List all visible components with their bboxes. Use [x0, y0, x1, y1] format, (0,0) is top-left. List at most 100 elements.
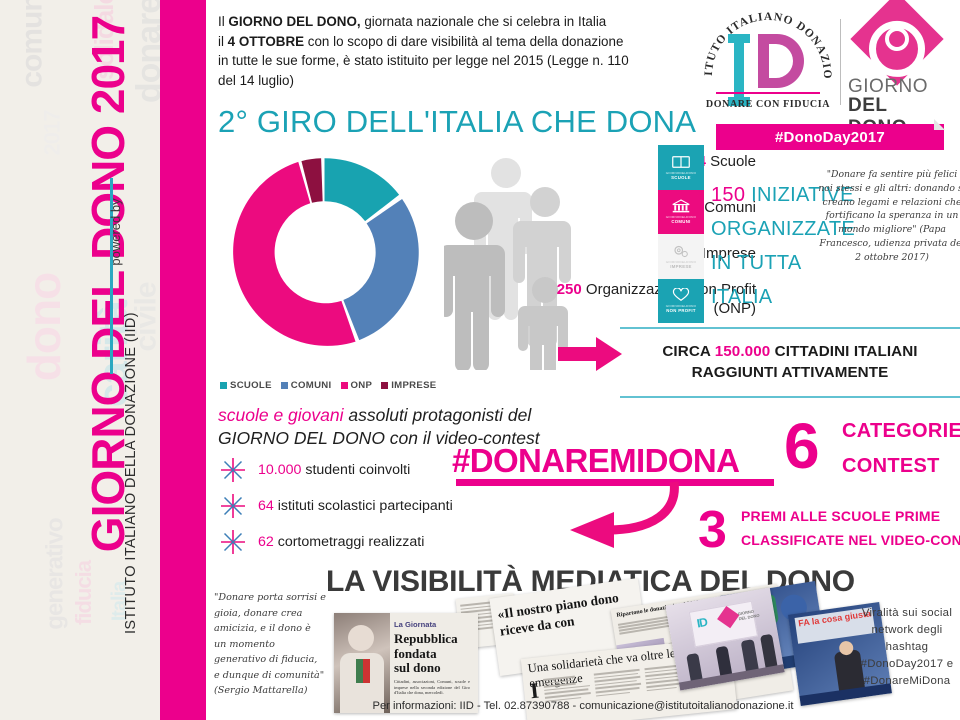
footer-contact-info: Per informazioni: IID - Tel. 02.87390788… [372, 700, 794, 712]
stat-onp-value: 250 [556, 281, 582, 298]
intro-line2-bold: 4 OTTOBRE [227, 33, 305, 49]
asterisk-star-icon [220, 457, 246, 483]
ribbon-fold-icon [934, 119, 945, 130]
bullet-text-0: 10.000 studenti coinvolti [258, 462, 410, 478]
book-icon [672, 155, 690, 169]
circa-post: CITTADINI ITALIANI [770, 343, 918, 360]
legend-item-scuole: SCUOLE [220, 380, 272, 391]
intro-line4: del 14 luglio) [218, 72, 294, 88]
intro-line1-bold: GIORNO DEL DONO, [228, 14, 361, 29]
premi-line1: PREMI ALLE SCUOLE PRIME [741, 508, 941, 524]
bullet-label-2: cortometraggi realizzati [273, 534, 425, 550]
gdd-logo-line1: GIORNO [848, 76, 929, 97]
viralita-text: Viralità sui social network degli hashta… [860, 607, 954, 687]
circa-number: 150.000 [714, 343, 771, 360]
quote-papa-francesco: "Donare fa sentire più felici noi stessi… [818, 169, 960, 263]
badge-comuni-name: COMUNI [671, 219, 691, 225]
left-banner: comunità solidale donare dono carità civ… [0, 0, 160, 720]
diamond-ring-icon [850, 0, 944, 89]
bullet-value-0: 10.000 [258, 462, 302, 478]
badge-nonprofit-sub: GIORNODELDONO [665, 304, 697, 309]
section-headline: 2° GIRO DELL'ITALIA CHE DONA [218, 104, 697, 139]
gears-icon [672, 244, 690, 258]
participants-donut-chart: SCUOLE COMUNI ONP IMPRESE [212, 150, 440, 410]
clipping-body: Cittadini, associazioni, Comuni, scuole … [394, 679, 470, 696]
iid-tagline: DONARE CON FIDUCIA [705, 99, 831, 110]
citizens-reached-banner: CIRCA 150.000 CITTADINI ITALIANI RAGGIUN… [620, 341, 960, 383]
scuole-giovani-line2: GIORNO DEL DONO con il video-contest [218, 428, 540, 448]
organization-name: ISTITUTO ITALIANO DELLA DONAZIONE (IID) [123, 311, 139, 635]
contest-bullet-list: 10.000 studenti coinvolti 64 istituti sc… [220, 452, 650, 560]
list-item: 62 cortometraggi realizzati [220, 524, 650, 560]
asterisk-star-icon [220, 529, 246, 555]
iniziative-line3: IN TUTTA ITALIA [711, 252, 801, 308]
logo-block: ISTITUTO ITALIANO DONAZIONE DONARE CON F… [698, 0, 950, 156]
clipping-headline-l3: sul dono [394, 660, 441, 675]
donut-graphic [222, 150, 427, 355]
divider-top [620, 327, 960, 329]
legend-label-scuole: SCUOLE [230, 380, 272, 391]
scuole-giovani-line: scuole e giovani assoluti protagonisti d… [218, 404, 638, 450]
iniziative-line2: ORGANIZZATE [711, 218, 856, 240]
hashtag-donaremidona: #DONAREMIDONA [452, 442, 740, 479]
clipping-photo [334, 613, 390, 713]
bullet-text-1: 64 istituti scolastici partecipanti [258, 498, 453, 514]
powered-by-label: powered by [108, 198, 123, 266]
badge-scuole: GIORNODELDONO SCUOLE [658, 145, 704, 190]
giorno-del-dono-logo: GIORNO DEL DONO [848, 0, 948, 138]
stage-photo: ID GIORNO DEL DONO [665, 587, 785, 691]
intro-line2-a: il [218, 33, 228, 49]
badge-imprese-name: IMPRESE [670, 263, 692, 269]
list-item: 64 istituti scolastici partecipanti [220, 488, 650, 524]
categorie-label: CATEGORIE [842, 420, 960, 442]
quote-sergio-mattarella: "Donare porta sorrisi e gioia, donare cr… [214, 592, 326, 696]
hashtag-banner-label: #DonoDay2017 [775, 128, 885, 146]
title-divider [110, 178, 113, 374]
iid-logo: ISTITUTO ITALIANO DONAZIONE DONARE CON F… [698, 1, 838, 118]
intro-line1-c: giornata nazionale che si celebra in Ita… [360, 14, 607, 29]
legend-label-imprese: IMPRESE [391, 380, 437, 391]
legend-item-comuni: COMUNI [280, 380, 332, 391]
arrow-right-icon [558, 336, 624, 372]
scuole-giovani-rest: assoluti protagonisti del [343, 405, 532, 425]
badge-nonprofit-name: NON PROFIT [666, 308, 696, 314]
clipping-headline-l2: fondata [394, 645, 437, 661]
stat-comuni-label: Comuni [700, 199, 756, 216]
circa-pre: CIRCA [662, 343, 715, 360]
circa-line2: RAGGIUNTI ATTIVAMENTE [691, 364, 889, 381]
stat-imprese-label: Imprese [697, 245, 756, 262]
legend-label-onp: ONP [350, 380, 373, 391]
categories-count: 6 [784, 410, 820, 482]
intro-line3: in tutte le sue forme, è stato istituito… [218, 53, 629, 69]
chart-legend: SCUOLE COMUNI ONP IMPRESE [220, 380, 440, 391]
clipping-repubblica: La Giornata Repubblica fondata sul dono … [334, 613, 478, 713]
people-silhouettes-icon [439, 155, 624, 375]
divider-bottom [620, 396, 960, 398]
logo-divider [840, 19, 841, 105]
premi-line2: CLASSIFICATE NEL VIDEO-CONTEST [741, 532, 960, 548]
legend-item-imprese: IMPRESE [381, 380, 436, 391]
stat-scuole-label: Scuole [705, 153, 756, 170]
category-badge-column: GIORNODELDONO SCUOLE GIORNODELDONO COMUN… [658, 145, 704, 323]
heart-icon [672, 287, 690, 302]
intro-line1-a: Il [218, 14, 229, 29]
clipping-kicker: La Giornata [394, 620, 437, 629]
bullet-label-0: studenti coinvolti [301, 462, 411, 478]
intro-paragraph: Il GIORNO DEL DONO, giornata nazionale c… [218, 12, 698, 90]
legend-item-onp: ONP [340, 380, 373, 391]
pink-accent-bar [160, 0, 206, 720]
building-icon [672, 199, 690, 213]
clipping-headline: Repubblica fondata sul dono [394, 631, 458, 676]
iid-monogram-icon [726, 34, 812, 106]
badge-scuole-name: SCUOLE [671, 174, 691, 180]
badge-non-profit: GIORNODELDONO NON PROFIT [658, 278, 704, 323]
iniziative-word: INIZIATIVE [745, 184, 854, 206]
clipping-headline-l1: Repubblica [394, 631, 458, 646]
main-content: Il GIORNO DEL DONO, giornata nazionale c… [206, 0, 960, 720]
premi-count: 3 [698, 501, 727, 559]
legend-label-comuni: COMUNI [290, 380, 332, 391]
list-item: 10.000 studenti coinvolti [220, 452, 650, 488]
bullet-value-1: 64 [258, 498, 274, 514]
badge-imprese: GIORNODELDONO IMPRESE [658, 234, 704, 279]
